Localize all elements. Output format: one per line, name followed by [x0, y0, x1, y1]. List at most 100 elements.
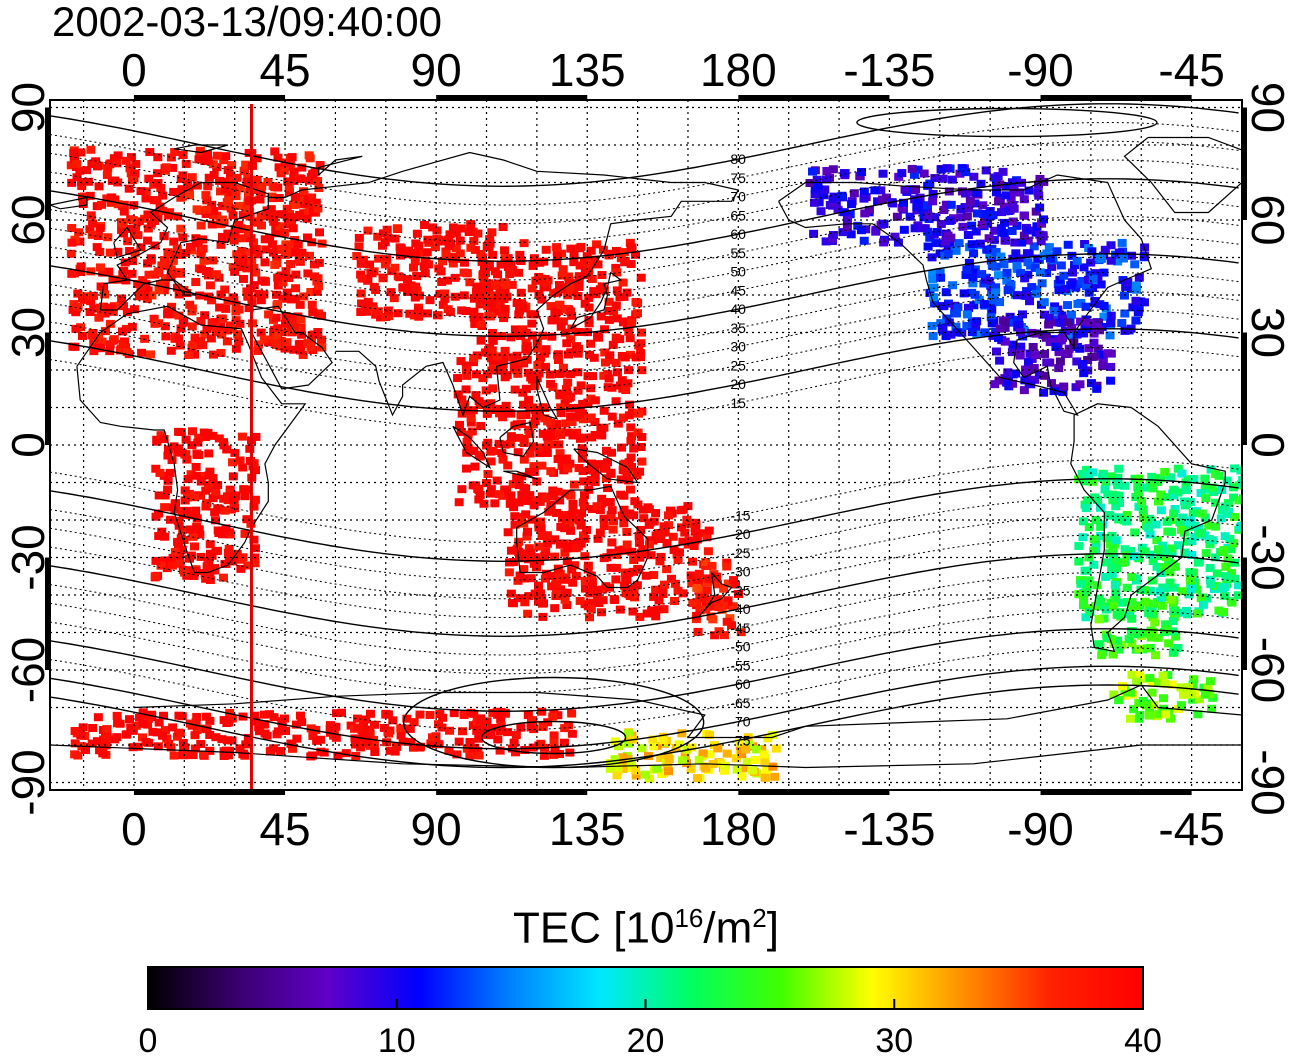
- tec-pixel: [878, 169, 888, 178]
- tec-pixel: [487, 723, 497, 732]
- tec-pixel: [550, 745, 560, 754]
- tec-pixel: [196, 265, 206, 274]
- right-lat-tick-label: -90: [1242, 749, 1292, 815]
- frame-bar: [738, 790, 890, 795]
- tec-pixel: [209, 206, 219, 215]
- tec-pixel: [468, 358, 478, 367]
- tec-pixel: [127, 322, 137, 331]
- tec-pixel: [980, 328, 990, 337]
- tec-pixel: [579, 491, 589, 500]
- tec-pixel: [1006, 193, 1016, 202]
- tec-pixel: [1076, 317, 1086, 326]
- tec-pixel: [1204, 521, 1214, 530]
- tec-pixel: [985, 250, 995, 259]
- tec-pixel: [1002, 276, 1012, 285]
- tec-pixel: [1014, 315, 1024, 324]
- tec-pixel: [1007, 226, 1017, 235]
- tec-pixel: [1127, 251, 1137, 260]
- tec-pixel: [674, 740, 684, 749]
- tec-pixel: [118, 229, 128, 238]
- tec-pixel: [568, 578, 578, 587]
- tec-pixel: [1161, 710, 1171, 719]
- tec-pixel: [915, 193, 925, 202]
- magnetic-contour: [50, 684, 1239, 769]
- tec-pixel: [363, 226, 373, 235]
- tec-pixel: [1236, 521, 1242, 530]
- tec-pixel: [179, 286, 189, 295]
- tec-pixel: [76, 731, 86, 740]
- tec-pixel: [200, 157, 210, 166]
- tec-pixel: [282, 338, 292, 347]
- tec-pixel: [356, 259, 366, 268]
- tec-pixel: [1168, 617, 1178, 626]
- tec-pixel: [469, 313, 479, 322]
- frame-bar: [436, 95, 588, 100]
- tec-pixel: [376, 313, 386, 322]
- tec-pixel: [279, 228, 289, 237]
- tec-pixel: [272, 254, 282, 263]
- tec-pixel: [72, 173, 82, 182]
- tec-pixel: [71, 308, 81, 317]
- tec-pixel: [668, 532, 678, 541]
- tec-pixel: [314, 228, 324, 237]
- tec-pixel: [106, 159, 116, 168]
- tec-pixel: [233, 330, 243, 339]
- tec-pixel: [514, 433, 524, 442]
- tec-pixel: [1016, 342, 1026, 351]
- tec-pixel: [528, 442, 538, 451]
- tec-pixel: [521, 411, 531, 420]
- tec-pixel: [833, 205, 843, 214]
- tec-pixel: [508, 599, 518, 608]
- tec-pixel: [250, 544, 260, 553]
- tec-pixel: [534, 542, 544, 551]
- tec-pixel: [1054, 364, 1064, 373]
- tec-pixel: [461, 385, 471, 394]
- tec-pixel: [1066, 310, 1076, 319]
- tec-pixel: [500, 246, 510, 255]
- tec-pixel: [158, 191, 168, 200]
- tec-pixel: [552, 251, 562, 260]
- tec-pixel: [256, 212, 266, 221]
- tec-pixel: [1067, 324, 1077, 333]
- tec-pixel: [174, 311, 184, 320]
- tec-pixel: [416, 742, 426, 751]
- frame-bar: [738, 95, 890, 100]
- tec-pixel: [1203, 683, 1213, 692]
- tec-pixel: [1178, 513, 1188, 522]
- tec-pixel: [556, 409, 566, 418]
- tec-pixel: [448, 223, 458, 232]
- tec-pixel: [466, 418, 476, 427]
- tec-pixel: [1074, 557, 1084, 566]
- tec-pixel: [567, 311, 577, 320]
- tec-pixel: [105, 248, 115, 257]
- tec-pixel: [287, 744, 297, 753]
- tec-pixel: [607, 412, 617, 421]
- tec-pixel: [242, 264, 252, 273]
- magnetic-contour: [50, 478, 1239, 563]
- tec-pixel: [684, 536, 694, 545]
- tec-pixel: [177, 712, 187, 721]
- tec-pixel: [612, 314, 622, 323]
- tec-pixel: [127, 269, 137, 278]
- tec-pixel: [291, 720, 301, 729]
- tec-pixel: [1098, 355, 1108, 364]
- tec-pixel: [1193, 609, 1203, 618]
- tec-pixel: [365, 741, 375, 750]
- magnetic-pole-contour: [856, 107, 1158, 138]
- tec-pixel: [195, 291, 205, 300]
- tec-pixel: [1028, 342, 1038, 351]
- tec-pixel: [584, 265, 594, 274]
- tec-pixel: [640, 770, 650, 779]
- tec-pixel: [617, 376, 627, 385]
- tec-pixel: [1088, 274, 1098, 283]
- tec-pixel: [1221, 562, 1231, 571]
- tec-pixel: [537, 594, 547, 603]
- tec-pixel: [244, 198, 254, 207]
- tec-pixel: [602, 553, 612, 562]
- tec-pixel: [398, 737, 408, 746]
- tec-pixel: [166, 153, 176, 162]
- tec-pixel: [169, 237, 179, 246]
- tec-pixel: [1206, 580, 1216, 589]
- tec-pixel: [454, 737, 464, 746]
- tec-pixel: [991, 248, 1001, 257]
